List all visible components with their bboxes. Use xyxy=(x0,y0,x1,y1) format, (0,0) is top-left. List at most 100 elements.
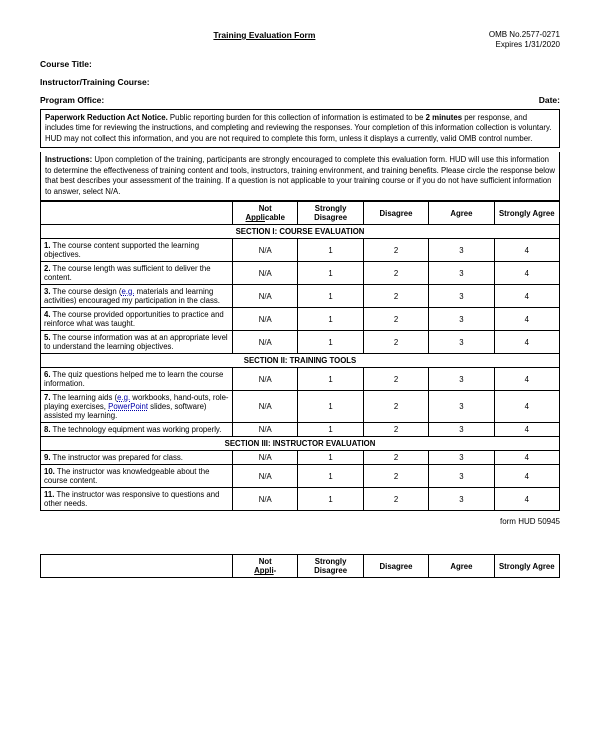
q6b: The quiz questions helped me to learn th… xyxy=(44,370,223,388)
q9-2[interactable]: 2 xyxy=(363,451,428,465)
q7l2: PowerPoint xyxy=(108,402,148,411)
q5-3[interactable]: 3 xyxy=(429,331,494,354)
q1-3[interactable]: 3 xyxy=(429,239,494,262)
evaluation-table: Not Applicable Strongly Disagree Disagre… xyxy=(40,201,560,511)
q10-2[interactable]: 2 xyxy=(363,465,428,488)
instructor-label: Instructor/Training Course: xyxy=(40,77,560,87)
q10-1[interactable]: 1 xyxy=(298,465,363,488)
course-title-label: Course Title: xyxy=(40,59,560,69)
table-row: 1. The course content supported the lear… xyxy=(41,239,560,262)
q11-na[interactable]: N/A xyxy=(233,488,298,511)
q4-3[interactable]: 3 xyxy=(429,308,494,331)
q4-4[interactable]: 4 xyxy=(494,308,559,331)
q1-1[interactable]: 1 xyxy=(298,239,363,262)
q3-3[interactable]: 3 xyxy=(429,285,494,308)
q5-4[interactable]: 4 xyxy=(494,331,559,354)
q7-na[interactable]: N/A xyxy=(233,391,298,423)
table-row: 11. The instructor was responsive to que… xyxy=(41,488,560,511)
instructions-box: Instructions: Upon completion of the tra… xyxy=(40,152,560,201)
q8-text: 8. The technology equipment was working … xyxy=(41,423,233,437)
q7-1[interactable]: 1 xyxy=(298,391,363,423)
p2-a: Agree xyxy=(429,555,494,578)
q9-1[interactable]: 1 xyxy=(298,451,363,465)
q2-2[interactable]: 2 xyxy=(363,262,428,285)
q9-4[interactable]: 4 xyxy=(494,451,559,465)
q2-4[interactable]: 4 xyxy=(494,262,559,285)
q3-1[interactable]: 1 xyxy=(298,285,363,308)
q9b: The instructor was prepared for class. xyxy=(51,453,183,462)
q3-2[interactable]: 2 xyxy=(363,285,428,308)
p2-na-l2: Appli xyxy=(254,566,274,575)
q1b: The course content supported the learnin… xyxy=(44,241,199,259)
q2-1[interactable]: 1 xyxy=(298,262,363,285)
form-title: Training Evaluation Form xyxy=(213,30,315,40)
table-row: 5. The course information was at an appr… xyxy=(41,331,560,354)
q5-2[interactable]: 2 xyxy=(363,331,428,354)
q9-na[interactable]: N/A xyxy=(233,451,298,465)
q2-3[interactable]: 3 xyxy=(429,262,494,285)
q7-text: 7. The learning aids (e.g. workbooks, ha… xyxy=(41,391,233,423)
q6-3[interactable]: 3 xyxy=(429,368,494,391)
q2-text: 2. The course length was sufficient to d… xyxy=(41,262,233,285)
q7-4[interactable]: 4 xyxy=(494,391,559,423)
q4-na[interactable]: N/A xyxy=(233,308,298,331)
th-a: Agree xyxy=(429,202,494,225)
q6-4[interactable]: 4 xyxy=(494,368,559,391)
q11-2[interactable]: 2 xyxy=(363,488,428,511)
q10n: 10. xyxy=(44,467,55,476)
q11-4[interactable]: 4 xyxy=(494,488,559,511)
q8-2[interactable]: 2 xyxy=(363,423,428,437)
q5-text: 5. The course information was at an appr… xyxy=(41,331,233,354)
q7l1: e.g. xyxy=(117,393,130,402)
q1-text: 1. The course content supported the lear… xyxy=(41,239,233,262)
q11-1[interactable]: 1 xyxy=(298,488,363,511)
q2b: The course length was sufficient to deli… xyxy=(44,264,211,282)
q7-2[interactable]: 2 xyxy=(363,391,428,423)
th-d: Disagree xyxy=(363,202,428,225)
q3-text: 3. The course design (e.g. materials and… xyxy=(41,285,233,308)
notice-minutes: 2 minutes xyxy=(426,113,462,122)
q5-na[interactable]: N/A xyxy=(233,331,298,354)
date-label: Date: xyxy=(539,95,560,105)
form-header: Training Evaluation Form OMB No.2577-027… xyxy=(40,30,560,51)
q3-link: e.g. xyxy=(121,287,134,296)
table-row: 3. The course design (e.g. materials and… xyxy=(41,285,560,308)
q3-4[interactable]: 4 xyxy=(494,285,559,308)
q10-3[interactable]: 3 xyxy=(429,465,494,488)
q10-na[interactable]: N/A xyxy=(233,465,298,488)
th-na: Not Applicable xyxy=(233,202,298,225)
q8-1[interactable]: 1 xyxy=(298,423,363,437)
q5-1[interactable]: 1 xyxy=(298,331,363,354)
q8-na[interactable]: N/A xyxy=(233,423,298,437)
q1-2[interactable]: 2 xyxy=(363,239,428,262)
q1-na[interactable]: N/A xyxy=(233,239,298,262)
p2-blank xyxy=(41,555,233,578)
p2-d: Disagree xyxy=(363,555,428,578)
q6-na[interactable]: N/A xyxy=(233,368,298,391)
q3-na[interactable]: N/A xyxy=(233,285,298,308)
q4b: The course provided opportunities to pra… xyxy=(44,310,224,328)
q8-4[interactable]: 4 xyxy=(494,423,559,437)
q10-4[interactable]: 4 xyxy=(494,465,559,488)
q11-3[interactable]: 3 xyxy=(429,488,494,511)
q1-4[interactable]: 4 xyxy=(494,239,559,262)
p2-sd: Strongly Disagree xyxy=(298,555,363,578)
table-row: 7. The learning aids (e.g. workbooks, ha… xyxy=(41,391,560,423)
q7-3[interactable]: 3 xyxy=(429,391,494,423)
q8-3[interactable]: 3 xyxy=(429,423,494,437)
omb-expires: Expires 1/31/2020 xyxy=(489,40,560,50)
page2-header-table: Not Appli- Strongly Disagree Disagree Ag… xyxy=(40,554,560,578)
q6-2[interactable]: 2 xyxy=(363,368,428,391)
q11n: 11. xyxy=(44,490,54,499)
paperwork-notice: Paperwork Reduction Act Notice. Public r… xyxy=(40,109,560,149)
th-na-l2: Appli xyxy=(245,213,265,222)
section-2-header: SECTION II: TRAINING TOOLS xyxy=(41,354,560,368)
q4-2[interactable]: 2 xyxy=(363,308,428,331)
th-na-l1: Not xyxy=(259,204,272,213)
q6-1[interactable]: 1 xyxy=(298,368,363,391)
q9-3[interactable]: 3 xyxy=(429,451,494,465)
q4-1[interactable]: 1 xyxy=(298,308,363,331)
notice-heading: Paperwork Reduction Act Notice. xyxy=(45,113,168,122)
s1-title: SECTION I: COURSE EVALUATION xyxy=(41,225,560,239)
q2-na[interactable]: N/A xyxy=(233,262,298,285)
